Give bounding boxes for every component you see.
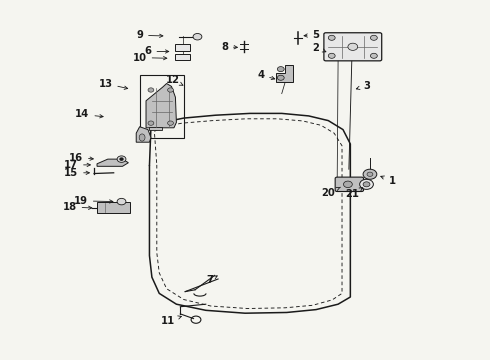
Circle shape — [277, 67, 284, 72]
Text: 1: 1 — [381, 176, 395, 186]
Polygon shape — [146, 84, 176, 128]
Circle shape — [148, 121, 154, 125]
Bar — [175, 44, 190, 51]
Text: 18: 18 — [63, 202, 92, 212]
Polygon shape — [276, 65, 293, 82]
Circle shape — [328, 53, 335, 58]
Text: 10: 10 — [133, 53, 167, 63]
Circle shape — [367, 172, 373, 176]
Text: 8: 8 — [221, 42, 237, 52]
Text: 2: 2 — [313, 42, 326, 53]
Circle shape — [168, 121, 173, 125]
Bar — [175, 54, 190, 60]
Text: 3: 3 — [356, 81, 370, 91]
Circle shape — [168, 88, 173, 92]
Text: 11: 11 — [160, 316, 181, 326]
Text: 14: 14 — [75, 109, 103, 120]
Circle shape — [363, 169, 377, 179]
FancyBboxPatch shape — [335, 177, 364, 192]
Ellipse shape — [139, 134, 145, 141]
Circle shape — [370, 53, 377, 58]
Text: 7: 7 — [206, 275, 217, 285]
Text: 5: 5 — [304, 30, 319, 40]
Polygon shape — [149, 127, 162, 130]
Text: 16: 16 — [69, 153, 93, 163]
Circle shape — [328, 35, 335, 40]
Circle shape — [360, 179, 373, 189]
Circle shape — [348, 43, 358, 50]
Text: 6: 6 — [145, 46, 169, 57]
Circle shape — [193, 33, 202, 40]
Circle shape — [120, 158, 123, 160]
Circle shape — [117, 156, 126, 162]
Polygon shape — [136, 127, 151, 142]
Circle shape — [363, 182, 370, 187]
Bar — [97, 202, 130, 213]
Circle shape — [277, 75, 284, 80]
Text: 21: 21 — [345, 188, 363, 199]
Bar — [140, 75, 184, 138]
Circle shape — [370, 35, 377, 40]
Text: 15: 15 — [64, 168, 89, 178]
Circle shape — [148, 88, 154, 92]
Text: 17: 17 — [64, 160, 90, 170]
Text: 13: 13 — [98, 78, 128, 89]
Text: 20: 20 — [321, 187, 341, 198]
Text: 12: 12 — [166, 75, 183, 85]
Circle shape — [117, 198, 126, 205]
Text: 19: 19 — [74, 196, 113, 206]
FancyBboxPatch shape — [324, 33, 382, 61]
Circle shape — [343, 181, 352, 188]
Polygon shape — [97, 159, 128, 166]
Text: 4: 4 — [257, 70, 275, 80]
Text: 9: 9 — [136, 30, 163, 40]
